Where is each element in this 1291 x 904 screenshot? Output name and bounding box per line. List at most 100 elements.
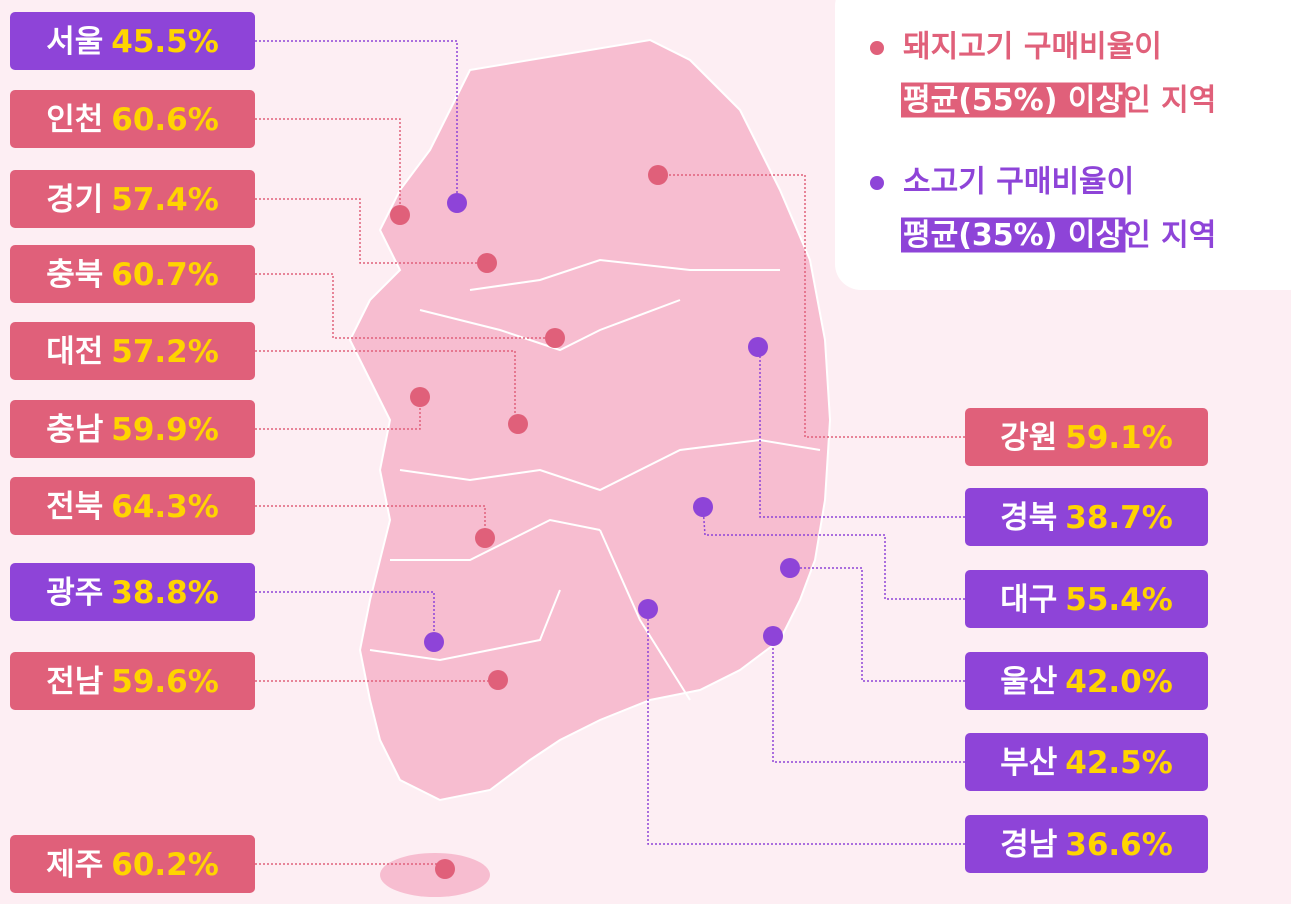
region-value: 64.3% [111,489,219,525]
region-box [10,400,255,458]
region-box [965,652,1208,710]
region-name: 대구 [1000,582,1057,618]
region-box [10,245,255,303]
region-dot [648,165,668,185]
region-name: 강원 [1000,420,1057,456]
region-label: 대전 57.2% [46,334,219,370]
region-box [10,12,255,70]
region-dot [780,558,800,578]
region-dot [763,626,783,646]
jeju-island [380,853,490,897]
region-dot [488,670,508,690]
connector [658,174,965,438]
legend-dot [870,176,884,190]
region-box [965,815,1208,873]
region-value: 59.6% [111,664,219,700]
legend-highlight: 평균(55%) 이상 [903,83,1123,118]
region-label: 인천 60.6% [46,102,219,138]
region-label: 대구 55.4% [1000,582,1173,618]
region-box [965,408,1208,466]
region-dot [435,859,455,879]
region-dot [424,632,444,652]
connector [647,609,965,845]
region-name: 전북 [46,489,103,525]
region-box [10,835,255,893]
region-name: 부산 [1000,745,1057,781]
region-label: 광주 38.8% [46,575,219,611]
connector [790,567,965,682]
region-label: 경북 38.7% [1000,500,1173,536]
region-value: 42.0% [1065,664,1173,700]
region-name: 제주 [46,847,103,883]
connector [255,591,435,642]
region-value: 57.4% [111,182,219,218]
region-label: 부산 42.5% [1000,745,1173,781]
region-dot [410,387,430,407]
region-label: 경남 36.6% [1000,827,1173,863]
region-value: 36.6% [1065,827,1173,863]
region-dot [475,528,495,548]
region-value: 60.6% [111,102,219,138]
region-value: 45.5% [111,24,219,60]
region-value: 60.2% [111,847,219,883]
region-label: 충북 60.7% [46,257,219,293]
region-name: 대전 [46,334,103,370]
connector [255,273,555,339]
region-name: 충북 [46,257,103,293]
legend-rest: 인 지역 [1123,218,1216,253]
region-name: 경기 [46,182,103,218]
region-value: 55.4% [1065,582,1173,618]
region-label: 울산 42.0% [1000,664,1173,700]
region-dot [390,205,410,225]
region-name: 인천 [46,102,103,138]
region-box [10,90,255,148]
region-borders [369,258,821,701]
region-value: 59.9% [111,412,219,448]
region-label: 강원 59.1% [1000,420,1173,456]
legend-line1: 돼지고기 구매비율이 [903,30,1162,65]
connector [772,636,965,763]
connector [702,506,965,600]
legend-line1: 소고기 구매비율이 [903,165,1134,200]
region-label: 제주 60.2% [46,847,219,883]
region-box [965,570,1208,628]
region-value: 38.7% [1065,500,1173,536]
region-label: 서울 45.5% [46,24,219,60]
legend-rest: 인 지역 [1123,83,1216,118]
connector [255,680,499,682]
legend-highlight-bg [901,82,1126,118]
region-dot [693,497,713,517]
region-dot [477,253,497,273]
legend-dot [870,41,884,55]
region-name: 울산 [1000,664,1057,700]
connector [255,118,401,215]
region-name: 서울 [46,24,103,60]
region-value: 59.1% [1065,420,1173,456]
region-dot [508,414,528,434]
legend-line2: 평균(35%) 이상인 지역 [903,218,1216,253]
connector [255,397,421,430]
region-box [10,170,255,228]
legend-box [835,0,1291,290]
region-name: 충남 [46,412,103,448]
region-name: 광주 [46,575,103,611]
region-box [10,563,255,621]
region-box [10,322,255,380]
region-label: 전남 59.6% [46,664,219,700]
connector [255,350,518,425]
legend-highlight: 평균(35%) 이상 [903,218,1123,253]
region-name: 경남 [1000,827,1057,863]
korea-map [348,38,832,802]
connector [255,40,458,203]
region-value: 57.2% [111,334,219,370]
connector [255,198,487,264]
connector [759,347,965,518]
region-dot [447,193,467,213]
region-dot [545,328,565,348]
region-box [965,733,1208,791]
region-label: 경기 57.4% [46,182,219,218]
connector [255,505,486,538]
legend-line2: 평균(55%) 이상인 지역 [903,83,1216,118]
region-dot [638,599,658,619]
